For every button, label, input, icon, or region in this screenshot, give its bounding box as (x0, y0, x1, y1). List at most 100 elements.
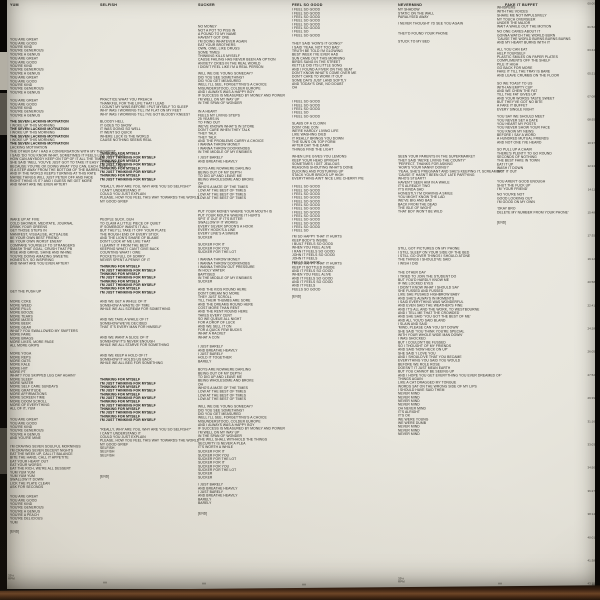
lyric-stanza-yum: THE SEVEN LACKING MOTIVATION I WOKE UP TH… (10, 120, 69, 149)
song-title-selfish: SELFISH (99, 2, 118, 7)
lyric-stanza-selfish: AND WE GET A WHILE OF IT SOMEHOW A WASTE … (100, 300, 170, 311)
lyric-line: 'CAUSE IT HASN'T BEEN OUT LATE PARTYING (397, 173, 475, 177)
lyric-line: YOU NEVER SET A DATE (496, 118, 538, 123)
lyric-line: WE WERE YOUNG (397, 417, 429, 422)
lyric-line: WILL WE DIE YOUNG SOMEDAY? (197, 404, 253, 409)
lyric-line: I FEEL SO GOOD (291, 203, 321, 207)
lyric-line: LIKE SHE PUSHED HIGHBROW BABY (397, 292, 460, 297)
lyric-line: I FEEL SO (291, 29, 309, 34)
lyric-stanza-yum: YOU ARE GREAT YOU ARE GOOD YOU'RE KIND YOU'… (10, 57, 44, 75)
lyric-stanza-sucker: BOYS ARE NOWHERE DARLING BEING OUT OF MY … (198, 368, 254, 401)
lyric-line: I FEEL SO GOOD (291, 103, 321, 108)
lyric-line: AND SHE'S ALWAYS IN MOMENTS (397, 296, 455, 301)
lyric-line: SPIT IT OUT IF IT'S BITTER (197, 217, 243, 221)
lyric-line: IF SOMEBODY WANTS IT ALL (99, 225, 149, 229)
lyric-line: STATIC ON THE WALL (397, 11, 435, 16)
lyric-line: PUT YOUR MONEY WHERE YOUR MOUTH IS (197, 209, 273, 214)
lyric-line: YOU ARE GOOD (9, 79, 37, 84)
lyric-line: WHEN LIFE GIVES YOU LEMONS (291, 154, 347, 159)
lyric-line: THE ROUGH END OF EVERY STICK (99, 232, 159, 237)
lyric-stanza-sucker: I JUST BARELY AND BREATHE HEAVILY I JUST B… (198, 345, 238, 363)
lyric-line: YOU ARE GREAT (9, 494, 39, 499)
bottom-mark: AA (302, 583, 306, 586)
lyric-line: WORDS SAT ON THE WRONG SIDE OF MY LIPS (397, 384, 477, 389)
lyric-line: YOU'RE KIND (9, 106, 33, 110)
lyric-stanza-selfish: AND WE WANT A SLICE OF IT SOMEHOW IT'S NE… (100, 336, 169, 347)
lyric-line: COUNTING WHAT I OWE (99, 250, 141, 255)
lyric-line: AND WHAT ARE YOU EVEN AFTER? (9, 261, 70, 266)
lyric-line: I'M JUST THINKING FOR MYSELF (99, 170, 156, 174)
lyric-line: MISUNDERSTOOD, COLDER EUROPE (197, 419, 261, 424)
margin-timestamp: 38:14 (587, 512, 595, 516)
bottom-mark-line: AA (201, 581, 207, 585)
lyric-line: IN THE MIDDLE OF MY ENEMIES (197, 276, 252, 280)
lyric-line: BE YOUR OWN BEST FRIEND (9, 236, 59, 240)
lyric-line: SOMEHOW IT HOLDS US BACK (99, 357, 152, 362)
lyric-line: THEY TALK (197, 131, 217, 136)
lyric-line: THINKING FOR MYSELF (99, 392, 141, 397)
lyric-line: PARALYSED AWAY (397, 15, 429, 19)
lyric-line: SUCKER FOR YOU (197, 453, 230, 458)
lyric-stanza-yum: YOU ARE GREAT YOU ARE GOOD YOU'RE KIND YOU'… (10, 99, 44, 117)
lyric-line: MORE BOOZE (9, 310, 34, 315)
lyric-line: MORE REPS (9, 355, 31, 360)
lyric-line: YOU'RE A GENIUS (9, 71, 41, 76)
lyric-line: I STILL GO OVER THINGS I SHOULD ATONE (397, 254, 471, 258)
lyric-line: THINKING FOR MYSELF (99, 286, 141, 291)
lyric-line: TILL THEIR THUMBS ARE SORE (197, 298, 251, 303)
lyric-line: I WANNA THROW MONEY (197, 257, 241, 262)
lyric-stanza-sucker: SUCKER FOR IT SUCKER FOR YOU SUCKER FOR TH… (198, 450, 236, 479)
lyric-line: YUM YUM YUM (9, 470, 35, 475)
lyric-line: AND BREATHE HEAVILY (197, 486, 238, 491)
lyric-line: I FEEL SO (291, 228, 309, 233)
lyric-stanza-sucker: NO MONEY NOT A POT TO PISS IN A POUND TO M… (198, 25, 276, 69)
margin-timestamp: 00:00 (587, 1, 595, 6)
lyric-line: BEFORE WE ROLE ROSE (397, 362, 440, 367)
lyric-line: I'M JUST THINKING FOR MYSELF (99, 177, 156, 182)
lyric-line: IN HOLY WATER (197, 268, 225, 273)
lyric-line: I SLAIN AND SAID (397, 322, 428, 326)
lyric-line: SHE SAID 'WELL YOU'VE JUST GOT TO TAKE I… (9, 160, 123, 165)
lyric-line: AND IT FEELS SO GOOD (291, 269, 333, 273)
lyric-line: AND WE WANT A SLICE OF IT (99, 335, 149, 340)
lyric-line: TO DIG UP AND LEAVE ME (197, 174, 242, 178)
lyric-line: HONESTLY, SO INSPIRING (9, 258, 54, 262)
lyric-line: DOESN'T IT JUST MEAN EARTH (397, 366, 451, 370)
bottom-mark-line: RPM (397, 579, 405, 584)
lyric-line: GONNA WATCH THE WORLD BURN (496, 33, 556, 38)
lyric-line: I FEEL SO GOOD (291, 210, 321, 215)
lyric-line: HAVEN'T SEEN HIM IN A WHILE (397, 180, 450, 185)
lyric-line: THE ISLE OF WIGHT (397, 206, 432, 210)
lyric-line: EAT THE RICH, WE'RE ALL DESSERT (9, 466, 72, 471)
lyric-line: THINKING FOR MYSELF (99, 377, 141, 382)
lyric-line: SMASH THAT GOAL, CRUSH THAT PB (9, 247, 73, 251)
lyric-line: SUCKER FOR IT (197, 460, 225, 465)
bottom-mark: 33⅓ RPM (398, 577, 405, 583)
lyric-line: SOME DAYS JUST LAND SOFTLY (291, 78, 347, 83)
lyric-line: IT REALLY BRINGS YOU DOWN (291, 136, 344, 141)
lyric-line: PLEASE, HOW YOU FEEL THIS WAY TOWARDS TH… (99, 438, 200, 443)
lyric-line: BOYS ARE NOWHERE DARLING (197, 367, 251, 372)
lyric-line: WHAT? YOU SWALLOWED MY SNIFTERS (9, 329, 78, 333)
lyric-line: YOU'RE GENEROUS (9, 48, 44, 53)
lyric-line: [END] (197, 511, 208, 516)
lyric-line: YOU MIGHT KNOW THE LAD (397, 195, 445, 199)
margin-timestamp: 17:35 (587, 233, 595, 238)
lyric-stanza-nevermind: MY SHADOW STATIC ON THE WALL PARALYSED AWA… (398, 8, 434, 19)
lyric-line: KEEP YOUR HEAD UPRIGHT (291, 158, 340, 163)
lyric-line: THERE'S PLENTY TO GO ROUND (496, 151, 552, 156)
lyric-line: COMPARE YOURSELF TO STRANGERS (9, 243, 75, 248)
right-edge-strip (595, 0, 600, 600)
left-edge-patch (0, 93, 7, 135)
lyric-stanza-feel-so-good: I'M SO HAPPY THAT IT HURTS KEEP IT BOTTLE… (292, 262, 342, 291)
lyric-line: YOU'RE A PEACH (9, 513, 39, 517)
margin-timestamp: 10:37 (587, 141, 595, 145)
lyric-stanza-selfish: "REALLY, WHY ARE YOU, WHY ARE YOU SO SEL… (100, 428, 199, 457)
lyric-line: I JUST BARELY (197, 344, 224, 349)
lyric-line: DOIN' ONE CON (291, 125, 319, 130)
lyric-line: DID YOU GET MEASURED (197, 412, 242, 416)
lyric-line: SO I THOUGHT OF MY FRIENDS (397, 344, 452, 348)
lyric-line: AND YOU'RE MINE (9, 436, 41, 440)
lyric-line: NEVER MIND (397, 432, 420, 436)
